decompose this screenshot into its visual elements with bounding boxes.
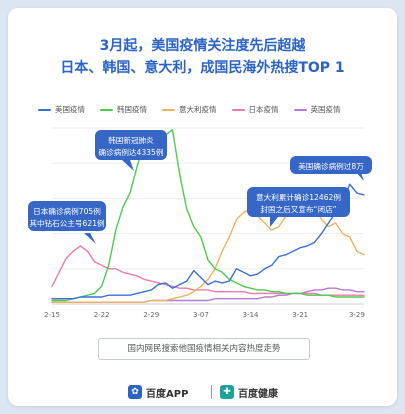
legend-swatch-italy xyxy=(162,108,175,111)
baidu-health-label: 百度健康 xyxy=(238,388,278,400)
baidu-health-logo: ✚ 百度健康 xyxy=(220,383,278,401)
legend-item-japan: 日本疫情 xyxy=(231,104,279,115)
x-tick-label: 3-21 xyxy=(292,311,308,319)
callout-text: 其中钻石公主号621例 xyxy=(29,218,105,228)
callout-pointer xyxy=(122,160,134,171)
legend-label-korea: 韩国疫情 xyxy=(117,105,147,114)
x-tick-label: 2-29 xyxy=(143,311,159,319)
chart-caption: 国内网民搜索他国疫情相关内容热度走势 xyxy=(98,338,310,360)
callout-pointer xyxy=(354,170,364,181)
title-line-2: 日本、韩国、意大利，成国民海外热搜TOP 1 xyxy=(60,60,345,76)
baidu-app-logo: ✿ 百度APP xyxy=(128,383,188,401)
x-tick-label: 3-07 xyxy=(193,311,209,319)
x-tick-label: 3-29 xyxy=(349,311,365,319)
callout-bubble xyxy=(290,156,372,174)
legend-swatch-usa xyxy=(38,108,51,111)
chart-legend: 美国疫情 韩国疫情 意大利疫情 日本疫情 英国疫情 xyxy=(38,104,341,115)
legend-swatch-uk xyxy=(293,108,307,111)
callout-pointer xyxy=(84,233,96,244)
series-line-japan xyxy=(51,245,365,296)
callout-bubble xyxy=(247,187,350,217)
trend-line-chart: 2-15 2-22 2-29 3-07 3-14 3-21 3-29 日本确诊病例705例其中… xyxy=(28,127,372,319)
legend-label-uk: 英国疫情 xyxy=(310,105,341,114)
legend-item-korea: 韩国疫情 xyxy=(100,104,147,115)
title-line-1: 3月起，美国疫情关注度先后超越 xyxy=(99,38,306,54)
legend-label-italy: 意大利疫情 xyxy=(179,105,217,114)
health-icon: ✚ xyxy=(220,385,234,399)
series-line-usa xyxy=(51,183,365,300)
x-tick-label: 2-22 xyxy=(94,311,110,319)
legend-label-japan: 日本疫情 xyxy=(248,105,279,114)
x-tick-label: 2-15 xyxy=(44,311,60,319)
callout-text: 意大利累计确诊12462例 xyxy=(256,192,341,202)
legend-swatch-korea xyxy=(100,108,113,111)
callout-text: 美国确诊病例过8万 xyxy=(298,161,364,171)
callout-text: 日本确诊病例705例 xyxy=(33,206,101,216)
legend-item-usa: 美国疫情 xyxy=(38,104,85,115)
callout-bubble xyxy=(28,201,106,231)
baidu-app-label: 百度APP xyxy=(146,388,189,400)
legend-label-usa: 美国疫情 xyxy=(55,105,85,114)
paw-icon: ✿ xyxy=(128,385,142,399)
legend-item-uk: 英国疫情 xyxy=(293,104,341,115)
callout-text: 封国之后又宣布“闭店” xyxy=(260,204,336,214)
callout-bubble xyxy=(95,130,167,160)
callout-text: 确诊病例达4335例 xyxy=(99,147,164,157)
callout-text: 韩国新冠肺炎 xyxy=(108,135,154,145)
x-tick-label: 3-14 xyxy=(243,311,259,319)
brand-divider xyxy=(211,385,212,399)
legend-item-italy: 意大利疫情 xyxy=(162,104,217,115)
legend-swatch-japan xyxy=(231,108,245,111)
callout-pointer xyxy=(270,217,278,227)
series-line-korea xyxy=(51,129,365,302)
